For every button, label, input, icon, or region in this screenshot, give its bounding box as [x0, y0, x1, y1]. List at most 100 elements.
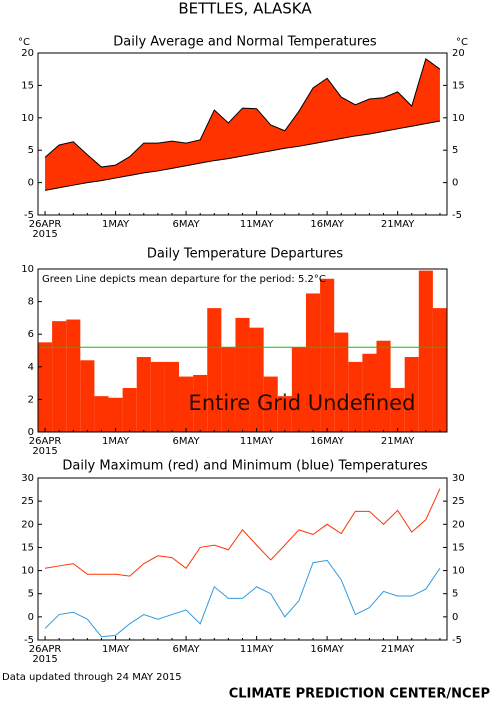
y-tick-label: 20: [21, 48, 34, 59]
y-tick-label: 6: [28, 329, 34, 340]
x-tick-label: 21MAY: [381, 644, 415, 655]
y-tick-label: 4: [28, 362, 34, 373]
bar: [221, 347, 236, 432]
bar: [390, 387, 405, 432]
x-year-label: 2015: [32, 229, 57, 240]
x-year-label: 2015: [32, 654, 57, 665]
y-tick-label: -5: [24, 210, 34, 221]
bar: [404, 357, 419, 432]
bar: [193, 374, 208, 432]
y-tick-label: 20: [21, 519, 34, 530]
y-tick-label: 10: [21, 566, 34, 577]
y2-tick-label: -5: [452, 635, 462, 646]
bar: [291, 347, 306, 432]
bar: [432, 308, 447, 432]
bar: [362, 353, 377, 432]
bar: [38, 342, 53, 432]
y-tick-label: 5: [28, 589, 34, 600]
bar: [164, 361, 180, 432]
y2-tick-label: -5: [452, 210, 462, 221]
y-tick-label: 25: [21, 496, 34, 507]
y-tick-label: -5: [24, 635, 34, 646]
bar: [418, 270, 433, 432]
x-tick-label: 26APR: [29, 436, 62, 447]
band-fill: [45, 58, 440, 191]
bar: [305, 293, 321, 432]
y2-tick-label: 0: [452, 612, 458, 623]
bar: [376, 340, 391, 432]
bar: [136, 357, 151, 432]
x-tick-label: 16MAY: [310, 644, 344, 655]
line: [44, 120, 441, 191]
line: [44, 488, 441, 577]
panel-title: Daily Temperature Departures: [147, 247, 343, 262]
bar: [150, 361, 165, 432]
y2-tick-label: 20: [452, 48, 465, 59]
x-tick-label: 16MAY: [310, 436, 344, 447]
y2-tick-label: 5: [452, 145, 458, 156]
y-tick-label: 10: [21, 113, 34, 124]
y-tick-label: 10: [21, 264, 34, 275]
y2-tick-label: 15: [452, 542, 465, 553]
y2-tick-label: 10: [452, 113, 465, 124]
bar: [80, 360, 95, 432]
bar: [122, 387, 137, 432]
bar: [235, 317, 250, 432]
footer-note: Data updated through 24 MAY 2015: [2, 672, 182, 683]
y2-tick-label: 5: [452, 589, 458, 600]
bar: [179, 376, 194, 432]
x-tick-label: 1MAY: [102, 219, 130, 230]
y-tick-label: 8: [28, 297, 34, 308]
y-tick-label: 0: [28, 427, 34, 438]
y-tick-label: 15: [21, 542, 34, 553]
x-tick-label: 1MAY: [102, 436, 130, 447]
y-tick-label: 0: [28, 178, 34, 189]
y2-tick-label: 0: [452, 178, 458, 189]
bar: [263, 376, 278, 432]
x-tick-label: 11MAY: [240, 219, 274, 230]
x-tick-label: 26APR: [29, 219, 62, 230]
y2-tick-label: 30: [452, 473, 465, 484]
y-tick-label: 2: [28, 394, 34, 405]
bar: [348, 361, 363, 432]
bar: [249, 327, 264, 432]
y2-tick-label: 25: [452, 496, 465, 507]
panel-title: Daily Average and Normal Temperatures: [113, 35, 377, 50]
y2-tick-label: 10: [452, 566, 465, 577]
line: [44, 58, 441, 168]
x-tick-label: 1MAY: [102, 644, 130, 655]
x-tick-label: 6MAY: [173, 436, 201, 447]
plot-frame: [37, 477, 448, 641]
y-tick-label: 5: [28, 145, 34, 156]
annotation: Green Line depicts mean departure for th…: [42, 274, 326, 285]
y-tick-label: 0: [28, 612, 34, 623]
line: [44, 559, 441, 638]
annotation-text: Green Line depicts mean departure for th…: [42, 274, 298, 285]
x-tick-label: 21MAY: [381, 219, 415, 230]
bar: [277, 396, 292, 432]
x-tick-label: 6MAY: [173, 644, 201, 655]
y2-tick-label: 20: [452, 519, 465, 530]
x-tick-label: 26APR: [29, 644, 62, 655]
bar: [334, 332, 349, 432]
page-title: BETTLES, ALASKA: [178, 0, 312, 18]
bar: [207, 308, 222, 432]
panel-title: Daily Maximum (red) and Minimum (blue) T…: [62, 459, 427, 474]
bar: [94, 396, 109, 432]
x-tick-label: 11MAY: [240, 436, 274, 447]
overlay-text: Entire Grid Undefined: [189, 391, 416, 415]
credit: CLIMATE PREDICTION CENTER/NCEP: [229, 687, 490, 702]
y2-unit: °C: [456, 37, 468, 48]
y2-tick-label: 15: [452, 80, 465, 91]
x-tick-label: 11MAY: [240, 644, 274, 655]
bar: [108, 397, 123, 432]
x-tick-label: 16MAY: [310, 219, 344, 230]
x-tick-label: 21MAY: [381, 436, 415, 447]
mean-label: 5.2°C: [298, 274, 326, 285]
x-tick-label: 6MAY: [173, 219, 201, 230]
x-year-label: 2015: [32, 446, 57, 457]
y-tick-label: 30: [21, 473, 34, 484]
y-tick-label: 15: [21, 80, 34, 91]
bar: [52, 321, 67, 432]
